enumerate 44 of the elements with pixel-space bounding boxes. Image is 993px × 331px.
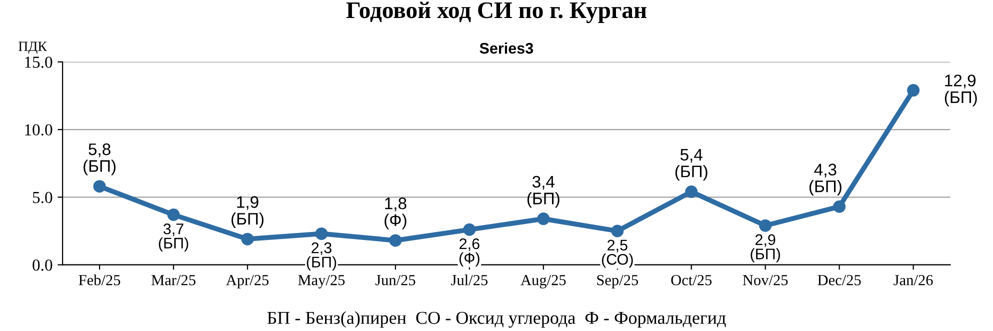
data-label: 1,8 (Ф) xyxy=(384,198,406,230)
y-axis-title: ПДК xyxy=(18,42,47,54)
data-label: 2,3 (БП) xyxy=(306,242,336,270)
x-tick-label: Apr/25 xyxy=(226,275,269,288)
data-label: 5,4 (БП) xyxy=(675,148,708,181)
point xyxy=(167,208,180,221)
data-label: 3,7 (БП) xyxy=(158,223,188,252)
point xyxy=(389,234,402,247)
y-tick-label: 5.0 xyxy=(32,192,52,204)
data-label: 3,4 (БП) xyxy=(527,176,560,208)
y-tick-label: 10.0 xyxy=(25,124,52,136)
x-tick-label: May/25 xyxy=(298,274,345,288)
x-tick-label: Dec/25 xyxy=(818,275,861,286)
data-label: 12,9 (БП) xyxy=(944,74,977,106)
x-tick-label: Aug/25 xyxy=(520,274,566,288)
data-label: 5,8 (БП) xyxy=(84,143,116,176)
point xyxy=(463,223,476,236)
x-tick-label: Oct/25 xyxy=(671,275,712,286)
chart-subtitle: Series3 xyxy=(480,42,534,54)
point xyxy=(241,232,254,246)
point xyxy=(611,224,624,238)
x-tick-label: Jan/26 xyxy=(894,275,933,286)
x-tick-label: Feb/25 xyxy=(78,274,120,286)
text: БП - Бенз(а)пирен СО - Оксид углерода Ф - Формальдегид xyxy=(267,311,726,328)
data-label: 2,9 (БП) xyxy=(750,234,780,262)
y-tick-label: 15.0 xyxy=(25,56,52,68)
chart-title: Годовой ход СИ по г. Курган xyxy=(346,2,646,24)
x-tick-label: Nov/25 xyxy=(742,275,788,286)
data-label: 2,6 (Ф) xyxy=(459,238,480,266)
point xyxy=(833,200,846,213)
x-tick-label: Mar/25 xyxy=(151,275,196,286)
data-label: 2,5 (СО) xyxy=(602,240,633,268)
y-tick-label: 0.0 xyxy=(32,260,52,271)
point xyxy=(685,186,698,198)
point xyxy=(907,84,920,97)
point xyxy=(315,227,328,240)
x-tick-label: Jul/25 xyxy=(451,274,488,286)
x-tick-label: Sep/25 xyxy=(597,275,638,288)
data-label: 1,9 (БП) xyxy=(232,196,264,228)
x-tick-label: Jun/25 xyxy=(375,275,416,286)
point xyxy=(537,212,550,226)
data-label: 4,3 (БП) xyxy=(809,164,842,196)
point xyxy=(93,180,106,193)
point xyxy=(759,219,772,232)
